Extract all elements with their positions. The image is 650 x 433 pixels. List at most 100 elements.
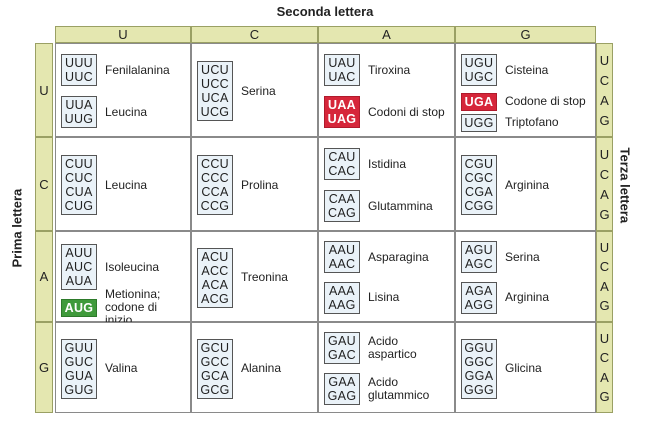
codon: AUA — [65, 274, 93, 289]
third-letter-a: A — [600, 278, 609, 294]
codon: AGU — [465, 243, 493, 258]
col-header-c: C — [191, 26, 318, 43]
codon-group: AGU AGC Serina — [461, 237, 592, 278]
codon-group: GGU GGC GGA GGG Glicina — [461, 328, 592, 409]
codon: CGC — [464, 171, 494, 185]
codon: UUC — [65, 70, 93, 84]
codon: GAC — [328, 348, 356, 363]
codon-group: AGA AGG Arginina — [461, 278, 592, 319]
codon-box: AAA AAG — [324, 281, 360, 314]
codon: UAA — [328, 98, 356, 112]
codon: ACC — [201, 263, 229, 278]
codon-cell: GUU GUC GUA GUG Valina — [55, 322, 191, 413]
codon-group: CUU CUC CUA CUG Leucina — [61, 143, 187, 227]
codon: UGG — [464, 115, 494, 130]
codon-cell: ACU ACC ACA ACG Treonina — [191, 231, 318, 322]
codon: AUG — [64, 300, 94, 315]
codon: UCG — [200, 105, 230, 119]
codon-box: GGU GGC GGA GGG — [461, 338, 497, 399]
codon: GGC — [464, 354, 494, 369]
amino-acid-label: Codone di stop — [505, 94, 586, 108]
amino-acid-label: Glutammina — [368, 198, 433, 213]
third-letter-a: A — [600, 186, 609, 202]
first-letter-title: Prima lettera — [9, 188, 25, 268]
codon-box: CCU CCC CCA CCG — [197, 155, 233, 215]
codon: ACG — [201, 291, 229, 306]
codon: CUA — [65, 185, 93, 199]
codon: CGU — [464, 157, 494, 171]
codon-cell: UAU UAC Tiroxina UAA UAG Codoni di stop — [318, 43, 455, 137]
codon: UGC — [464, 70, 494, 84]
amino-acid-label: Glicina — [505, 361, 542, 375]
codon: CGG — [464, 199, 494, 213]
amino-acid-label: Fenilalanina — [105, 62, 170, 77]
codon: CCA — [201, 185, 229, 199]
third-letter-u: U — [599, 52, 610, 68]
codon-box: UUA UUG — [61, 96, 97, 128]
codon: AUC — [65, 260, 93, 275]
codon: CUG — [64, 199, 94, 213]
third-letter-c: C — [599, 259, 610, 275]
col-header-u: U — [55, 26, 191, 43]
codon-group: AAA AAG Lisina — [324, 278, 451, 319]
codon-group: UAU UAC Tiroxina — [324, 49, 451, 91]
row-header-c: C — [35, 137, 53, 231]
amino-acid-label: Treonina — [241, 270, 288, 284]
codon-group: AAU AAC Asparagina — [324, 237, 451, 278]
codon-box: AUU AUC AUA — [61, 244, 97, 291]
codon: UUU — [65, 56, 93, 70]
codon-box: ACU ACC ACA ACG — [197, 247, 233, 308]
amino-acid-label: Lisina — [368, 290, 400, 305]
codon-group: GAU GAC Acido aspartico — [324, 328, 451, 369]
codon-cell: GCU GCC GCA GCG Alanina — [191, 322, 318, 413]
codon: GUU — [64, 340, 94, 355]
third-letter-c: C — [599, 72, 610, 88]
amino-acid-label: Acido glutammico — [368, 374, 430, 402]
amino-acid-label: Serina — [505, 249, 540, 264]
codon-cell: CAU CAC Istidina CAA CAG Glutammina — [318, 137, 455, 231]
row-header-a: A — [35, 231, 53, 322]
codon: GUC — [64, 354, 94, 369]
codon-cell: AUU AUC AUA Isoleucina AUG Metionina; codone … — [55, 231, 191, 327]
codon-cell: UGU UGC Cisteina UGA Codone di stop UGG Tripto… — [455, 43, 596, 137]
third-letter-u: U — [599, 146, 610, 162]
codon-group: CGU CGC CGA CGG Arginina — [461, 143, 592, 227]
codon-box: UGG — [461, 113, 497, 132]
codon-group: GUU GUC GUA GUG Valina — [61, 328, 187, 409]
amino-acid-label: Istidina — [368, 156, 407, 171]
codon: CGA — [465, 185, 493, 199]
codon: CUC — [65, 171, 93, 185]
amino-acid-label: Arginina — [505, 290, 550, 305]
codon-group: UUU UUC Fenilalanina — [61, 49, 187, 91]
codon-cell: GAU GAC Acido aspartico GAA GAG Acido glutamm… — [318, 322, 455, 413]
codon-cell: CCU CCC CCA CCG Prolina — [191, 137, 318, 231]
codon-box: AGA AGG — [461, 281, 497, 314]
codon: CAG — [328, 206, 356, 220]
codon-box: CGU CGC CGA CGG — [461, 155, 497, 215]
codon-group: GAA GAG Acido glutammico — [324, 369, 451, 410]
codon-group: CAA CAG Glutammina — [324, 185, 451, 227]
third-letter-u: U — [599, 240, 610, 256]
codon: GAA — [328, 374, 356, 389]
codon-group: UAA UAG Codoni di stop — [324, 91, 451, 133]
codon-cell: UUU UUC Fenilalanina UUA UUG Leucina — [55, 43, 191, 137]
codon-group: UGU UGC Cisteina — [461, 49, 592, 91]
codon: AAC — [328, 257, 356, 272]
codon-group: ACU ACC ACA ACG Treonina — [197, 237, 314, 318]
stop-codon-box: UGA — [461, 92, 497, 111]
codon: GCU — [200, 340, 230, 355]
codon-box: AGU AGC — [461, 241, 497, 274]
third-letter-c: C — [599, 166, 610, 182]
codon: AAU — [328, 243, 356, 258]
codon: ACA — [201, 277, 229, 292]
codon: UCA — [201, 91, 229, 105]
codon-group: UUA UUG Leucina — [61, 91, 187, 133]
codon-group: UGG Triptofano — [461, 112, 592, 133]
codon: AGC — [465, 257, 493, 272]
codon: AGG — [464, 297, 494, 312]
third-letter-u: U — [599, 331, 610, 347]
codon-group: AUG Metionina; codone di inizio — [61, 288, 187, 327]
